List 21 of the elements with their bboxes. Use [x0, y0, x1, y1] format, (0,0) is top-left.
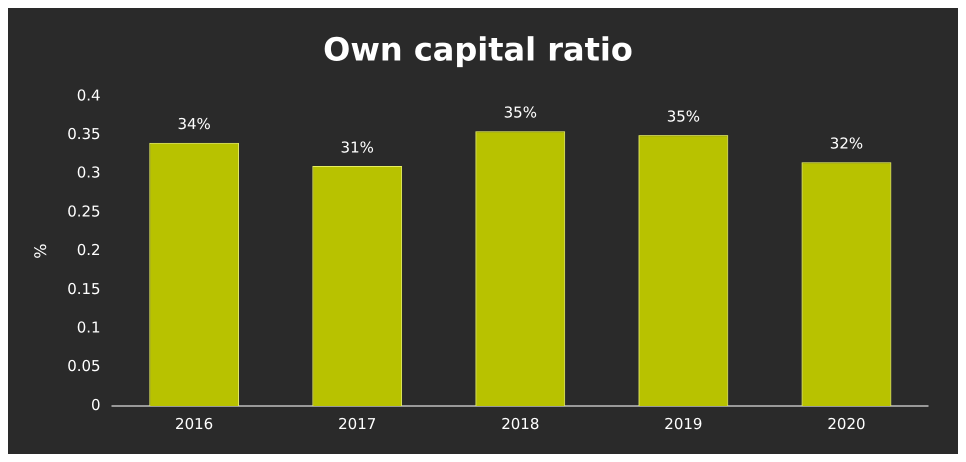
chart-title: Own capital ratio — [323, 30, 633, 69]
y-tick-label: 0.15 — [67, 280, 101, 298]
data-label: 31% — [340, 138, 374, 156]
x-tick-label: 2020 — [827, 414, 866, 433]
x-tick-label: 2019 — [664, 414, 702, 433]
data-label: 34% — [177, 115, 211, 134]
y-tick-label: 0.2 — [76, 241, 101, 260]
y-tick-label: 0.4 — [76, 86, 101, 104]
y-tick-label: 0.1 — [76, 318, 101, 336]
data-label: 35% — [504, 104, 537, 122]
x-tick-label: 2018 — [501, 414, 540, 433]
y-axis-title: % — [30, 244, 50, 259]
y-tick-label: 0.35 — [67, 124, 101, 143]
data-label: 35% — [666, 107, 700, 126]
y-tick-label: 0.25 — [67, 202, 101, 220]
y-tick-label: 0 — [91, 396, 101, 414]
y-tick-label: 0.05 — [67, 357, 101, 376]
x-tick-label: 2016 — [175, 414, 214, 433]
y-tick-label: 0.3 — [76, 164, 101, 182]
data-label: 32% — [830, 134, 864, 153]
x-tick-label: 2017 — [338, 414, 376, 433]
